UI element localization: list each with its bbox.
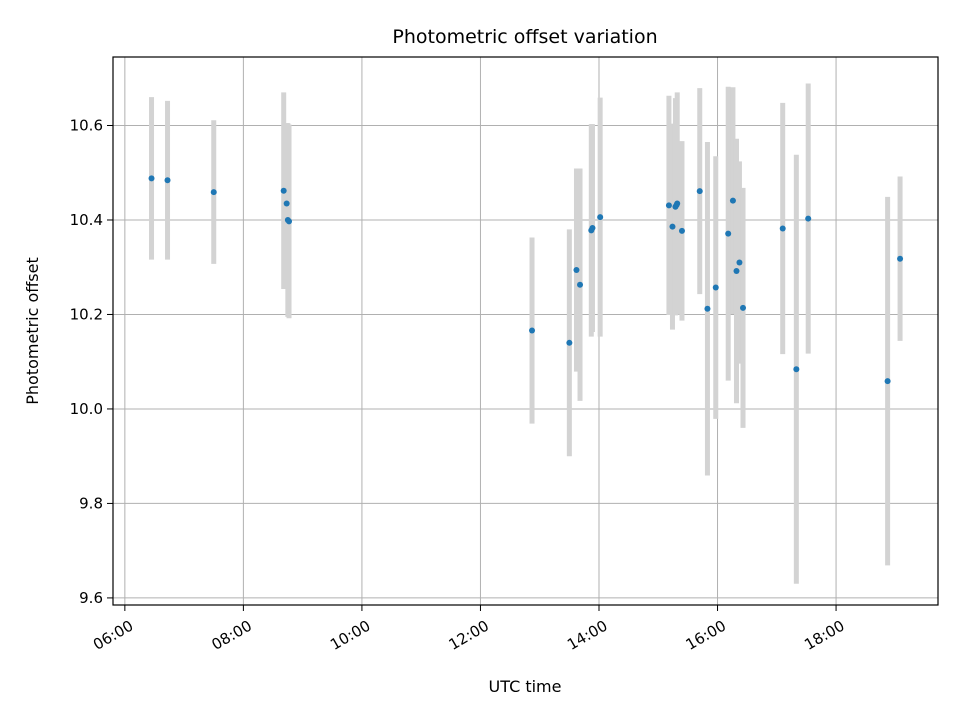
data-point: [674, 200, 681, 207]
data-points: [148, 175, 904, 385]
data-point: [665, 202, 672, 209]
data-point: [566, 339, 573, 346]
data-point: [280, 187, 287, 194]
y-tick-label: 10.0: [70, 400, 103, 418]
plot-area: [113, 57, 938, 605]
chart-title: Photometric offset variation: [392, 26, 657, 48]
data-point: [793, 366, 800, 373]
y-tick-label: 9.8: [79, 494, 103, 512]
data-point: [725, 230, 732, 237]
data-point: [729, 197, 736, 204]
data-point: [597, 214, 604, 221]
data-point: [779, 225, 786, 232]
data-point: [669, 223, 676, 230]
plot-frame: [112, 56, 939, 606]
data-point: [529, 327, 536, 334]
data-point: [884, 378, 891, 385]
y-tick-label: 10.4: [70, 211, 103, 229]
data-point: [589, 225, 596, 232]
data-point: [148, 175, 155, 182]
y-axis-label: Photometric offset: [23, 257, 42, 405]
data-point: [577, 281, 584, 288]
data-point: [805, 215, 812, 222]
y-tick-label: 10.2: [70, 305, 103, 323]
data-point: [704, 305, 711, 312]
y-tick-label: 10.6: [70, 117, 103, 135]
y-tick-label: 9.6: [79, 589, 103, 607]
grid: [113, 57, 938, 605]
data-point: [740, 304, 747, 311]
data-point: [897, 255, 904, 262]
data-point: [286, 218, 293, 225]
data-point: [696, 188, 703, 195]
data-point: [712, 284, 719, 291]
data-point: [283, 200, 290, 207]
data-point: [678, 227, 685, 234]
data-point: [736, 259, 743, 266]
data-point: [164, 177, 171, 184]
data-point: [733, 268, 740, 275]
data-point: [210, 189, 217, 196]
x-axis-label: UTC time: [489, 677, 562, 696]
data-point: [573, 267, 580, 274]
